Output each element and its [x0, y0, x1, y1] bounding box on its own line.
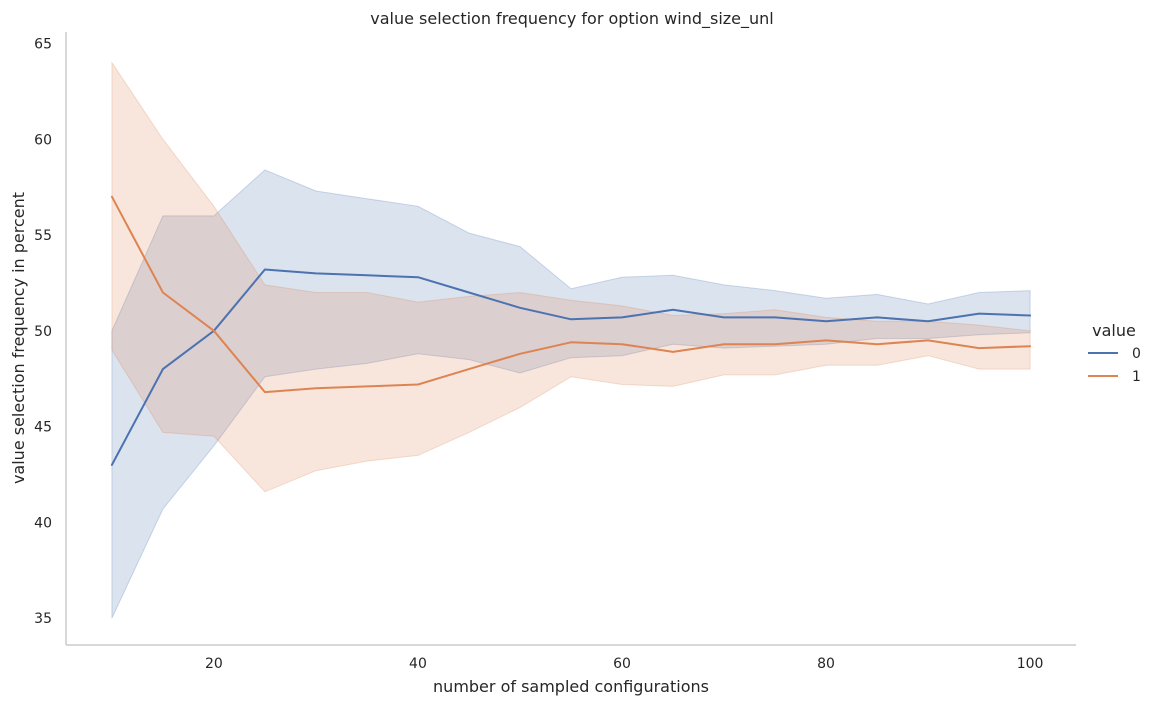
x-tick-label: 20	[205, 656, 223, 672]
x-tick-label: 40	[409, 656, 427, 672]
y-axis-title: value selection frequency in percent	[9, 192, 28, 484]
y-tick-label: 40	[34, 515, 52, 531]
legend-label-series-0: 0	[1132, 346, 1141, 362]
y-tick-labels: 35 40 45 50 55 60 65	[34, 36, 52, 627]
legend-items: 01	[1088, 346, 1141, 385]
y-tick-label: 45	[34, 420, 52, 436]
x-tick-label: 80	[817, 656, 835, 672]
y-tick-label: 35	[34, 611, 52, 627]
y-tick-label: 65	[34, 36, 52, 52]
series-lines	[110, 195, 1032, 466]
confidence-bands	[111, 60, 1031, 619]
legend-label-series-1: 1	[1132, 369, 1141, 385]
chart-title: value selection frequency for option win…	[370, 9, 773, 29]
series-line-0	[110, 268, 1032, 466]
legend: value 01	[1088, 321, 1141, 385]
ci-band-series-1	[111, 60, 1031, 493]
x-tick-label: 100	[1017, 656, 1044, 672]
x-tick-label: 60	[613, 656, 631, 672]
y-tick-label: 55	[34, 228, 52, 244]
y-tick-label: 50	[34, 324, 52, 340]
y-tick-label: 60	[34, 132, 52, 148]
x-tick-labels: 20 40 60 80 100	[205, 656, 1043, 672]
legend-title: value	[1092, 321, 1136, 340]
series-line-1	[110, 195, 1032, 394]
ci-band-series-0	[111, 169, 1031, 619]
x-axis-title: number of sampled configurations	[433, 677, 709, 696]
